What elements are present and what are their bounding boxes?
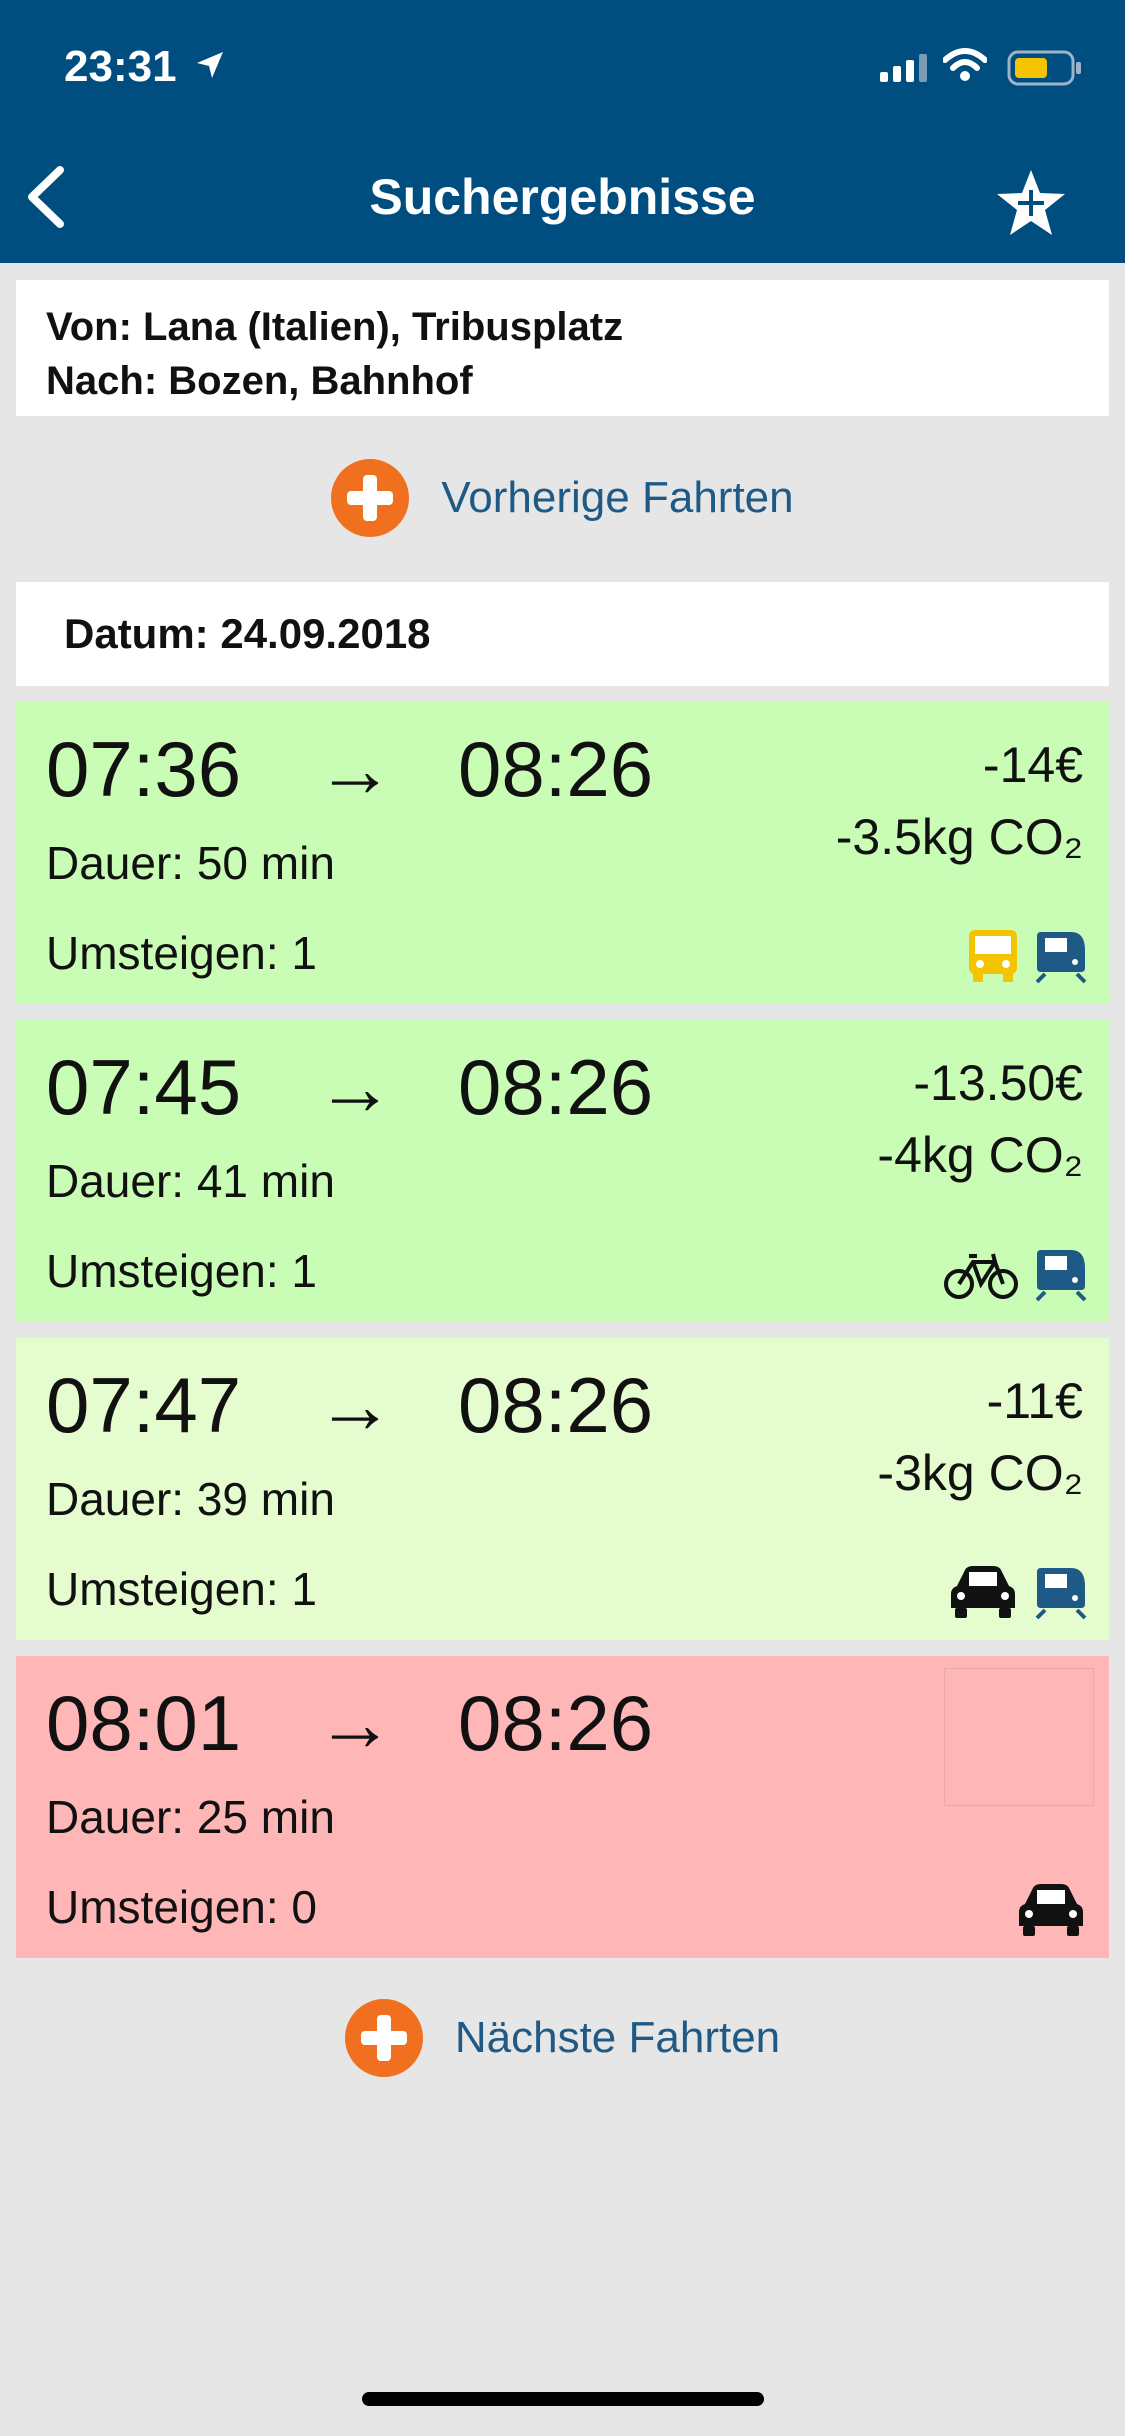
trip-row[interactable]: 07:45 → 08:26 Dauer: 41 min Umsteigen: 1… [16,1020,1109,1322]
date-header: Datum: 24.09.2018 [16,582,1109,686]
trip-row[interactable]: 07:47 → 08:26 Dauer: 39 min Umsteigen: 1… [16,1338,1109,1640]
trip-transfers: Umsteigen: 1 [46,1245,318,1297]
add-favorite-star-icon[interactable] [995,168,1067,238]
arrival-time: 08:26 [458,725,654,813]
previous-trips-label: Vorherige Fahrten [441,473,794,522]
departure-time: 08:01 [46,1679,242,1767]
status-time: 23:31 [64,42,177,91]
arrow-icon: → [316,725,394,813]
co2-saving: -3.5kg CO₂ [835,809,1083,865]
home-indicator [362,2392,764,2406]
bike-icon [944,1253,1018,1299]
arrow-icon: → [316,1361,394,1449]
trip-duration: Dauer: 25 min [46,1791,335,1843]
car-icon [951,1566,1015,1618]
wifi-icon [943,48,987,81]
trip-duration: Dauer: 39 min [46,1473,335,1525]
plus-circle-icon [331,459,410,537]
trip-transfers: Umsteigen: 1 [46,1563,318,1615]
bus-icon [969,930,1017,982]
departure-time: 07:36 [46,725,242,813]
co2-saving: -4kg CO₂ [877,1127,1083,1183]
departure-time: 07:45 [46,1043,242,1131]
co2-saving: -3kg CO₂ [877,1445,1083,1501]
trip-duration: Dauer: 41 min [46,1155,335,1207]
trip-transfers: Umsteigen: 1 [46,927,318,979]
transport-icons [943,1246,1087,1302]
trip-transfers: Umsteigen: 0 [46,1881,318,1933]
empty-savings-box [944,1668,1094,1806]
route-to: Nach: Bozen, Bahnhof [46,359,473,403]
arrow-icon: → [316,1679,394,1767]
header-bar: 23:31 Suchergebnisse [0,0,1125,263]
plus-circle-icon [344,1999,423,2077]
transport-icons [1015,1882,1087,1938]
arrival-time: 08:26 [458,1361,654,1449]
cost-saving: -11€ [986,1373,1083,1429]
departure-time: 07:47 [46,1361,242,1449]
cost-saving: -13.50€ [913,1055,1083,1111]
transport-icons [947,1564,1087,1620]
transport-icons [967,928,1087,984]
next-trips-button[interactable]: Nächste Fahrten [0,1998,1125,2078]
arrival-time: 08:26 [458,1679,654,1767]
train-icon [1035,1568,1087,1620]
arrival-time: 08:26 [458,1043,654,1131]
train-icon [1035,1250,1087,1302]
trip-row[interactable]: 08:01 → 08:26 Dauer: 25 min Umsteigen: 0 [16,1656,1109,1958]
car-icon [1019,1884,1083,1936]
location-arrow-icon [197,52,223,78]
cost-saving: -14€ [982,737,1083,793]
battery-icon [1007,50,1081,86]
trip-duration: Dauer: 50 min [46,837,335,889]
arrow-icon: → [316,1043,394,1131]
trip-row[interactable]: 07:36 → 08:26 Dauer: 50 min Umsteigen: 1… [16,702,1109,1004]
route-from: Von: Lana (Italien), Tribusplatz [46,305,624,349]
page-title: Suchergebnisse [369,169,756,225]
train-icon [1035,932,1087,984]
next-trips-label: Nächste Fahrten [454,2013,781,2062]
route-summary: Von: Lana (Italien), Tribusplatz Nach: B… [16,280,1109,416]
cellular-signal-icon [880,54,927,82]
previous-trips-button[interactable]: Vorherige Fahrten [0,458,1125,538]
back-chevron-icon[interactable] [22,162,70,232]
